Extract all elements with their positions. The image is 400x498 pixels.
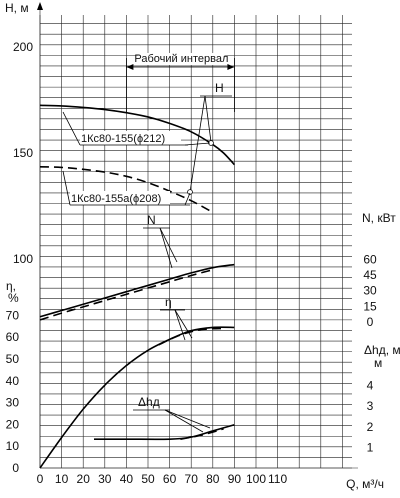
grid — [37, 2, 358, 469]
power-tick-label: 30 — [363, 284, 377, 298]
curve-npsh-dashed — [180, 428, 224, 440]
efficiency-tick-label: 40 — [6, 374, 20, 388]
curve-power-solid — [39, 263, 235, 318]
curve-efficiency-solid — [39, 326, 235, 469]
npsh-tick-label: 2 — [367, 420, 374, 434]
x-tick-label: 70 — [185, 472, 199, 486]
efficiency-tick-label: 60 — [6, 330, 20, 344]
x-tick-label: 80 — [206, 472, 220, 486]
annotation-head-point-2 — [187, 189, 193, 195]
npsh-tick-label: 1 — [367, 440, 374, 454]
annotation-efficiency: η — [165, 295, 172, 309]
efficiency-tick-label: 30 — [6, 396, 20, 410]
x-tick-label: 30 — [98, 472, 112, 486]
power-tick-label: 15 — [363, 299, 377, 313]
power-axis-label: N, кВт — [362, 211, 396, 225]
curve-efficiency-dashed — [158, 327, 224, 346]
curve-head-dashed — [39, 165, 214, 214]
annotation-npsh-lead-2 — [164, 409, 211, 429]
annotation-efficiency-lead-1 — [174, 309, 186, 341]
power-tick-label: 45 — [363, 268, 377, 282]
power-tick-label: 60 — [363, 252, 377, 266]
annotation-head: Н — [215, 81, 224, 95]
efficiency-tick-label: 70 — [6, 308, 20, 322]
curve-power-dashed — [39, 268, 214, 321]
efficiency-tick-label: 20 — [6, 417, 20, 431]
tick-labels-layer: 0 10 20 30 40 50 60 70 80 90 100 110 Q, м³/ч10015020… — [5, 1, 400, 491]
efficiency-tick-label: 10 — [6, 439, 20, 453]
series-label-bg-1 — [80, 131, 181, 145]
x-tick-label: 10 — [55, 472, 69, 486]
npsh-tick-label: 3 — [367, 399, 374, 413]
x-tick-label: 100 — [246, 472, 266, 486]
npsh-axis-label: Δhд, м — [364, 343, 400, 357]
series-label-2-lead-right — [184, 192, 191, 206]
working-interval-arrow-left — [126, 64, 134, 70]
curves-layer — [39, 104, 235, 469]
annotation-head-lead-1 — [204, 95, 212, 143]
x-tick-label: 110 — [268, 472, 287, 486]
series-label-bg-2 — [70, 191, 170, 205]
x-tick-label: 90 — [228, 472, 242, 486]
efficiency-tick-label: 0 — [12, 461, 19, 475]
head-tick-label: 200 — [13, 40, 33, 54]
annotation-power-lead-1 — [159, 227, 173, 269]
annotation-npsh-lead-1 — [164, 409, 204, 433]
efficiency-axis-label: η, — [6, 279, 16, 293]
series-label-1-lead-right — [184, 142, 211, 146]
npsh-axis-unit: м — [374, 356, 382, 370]
series-label-2: 1Кс80-155а(ϕ208) — [71, 193, 161, 205]
working-interval-arrow-right — [227, 64, 235, 70]
series-label-2-lead — [62, 170, 71, 206]
left-axis-arrow — [37, 2, 43, 10]
annotation-power: N — [147, 213, 156, 227]
annotations-layer: Рабочий интервал Н 1Кс80-155(ϕ212) 1Кс80-15… — [62, 53, 235, 433]
x-tick-label: 0 — [37, 472, 44, 486]
head-tick-label: 150 — [13, 146, 33, 160]
x-tick-label: 40 — [120, 472, 134, 486]
curve-head-solid — [39, 104, 235, 166]
head-tick-label: 100 — [13, 252, 33, 266]
working-interval-label-bg — [138, 53, 225, 65]
x-tick-label: 20 — [77, 472, 91, 486]
power-tick-label: 0 — [367, 315, 374, 329]
efficiency-axis-unit: % — [8, 291, 19, 305]
x-tick-label: 60 — [163, 472, 177, 486]
working-interval-label: Рабочий интервал — [134, 53, 228, 65]
annotation-efficiency-lead-2 — [174, 309, 193, 339]
annotation-power-lead-2 — [159, 227, 178, 263]
annotation-npsh: Δhд — [138, 395, 160, 409]
head-axis-label: Н, м — [5, 1, 29, 15]
series-label-1: 1Кс80-155(ϕ212) — [81, 133, 165, 145]
series-label-1-lead — [62, 111, 81, 146]
efficiency-tick-label: 50 — [6, 352, 20, 366]
x-tick-label: 50 — [141, 472, 155, 486]
npsh-tick-label: 4 — [367, 379, 374, 393]
x-axis-label: Q, м³/ч — [346, 477, 384, 491]
